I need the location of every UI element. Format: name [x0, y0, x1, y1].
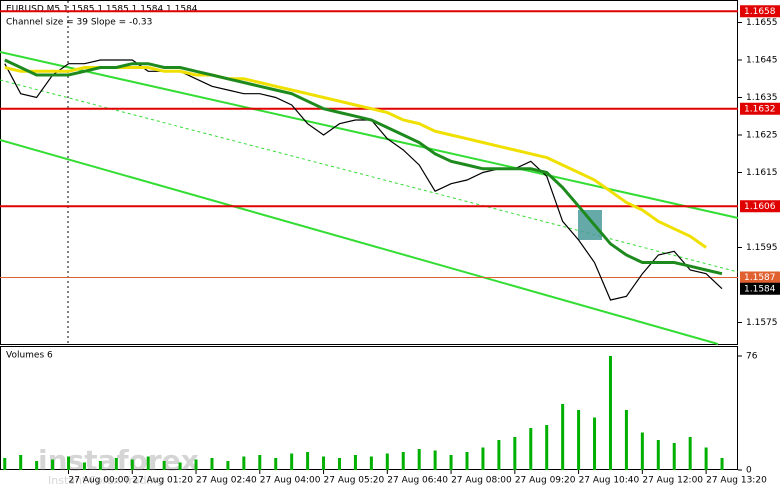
- volume-bar: [210, 458, 214, 470]
- level-label: 1.1606: [744, 202, 776, 212]
- volume-bar: [417, 449, 421, 470]
- watermark-brand: instaforex: [38, 444, 199, 477]
- x-tick-label: 27 Aug 02:40: [196, 476, 257, 486]
- volume-bar: [322, 456, 326, 470]
- volume-bar: [529, 428, 533, 470]
- moving-average: [4, 58, 723, 276]
- volume-bar: [130, 459, 134, 470]
- volume-bar: [98, 461, 102, 470]
- volume-bar: [178, 462, 182, 470]
- volume-bar: [561, 404, 565, 470]
- volume-bar: [290, 453, 294, 470]
- volume-bar: [226, 461, 230, 470]
- volume-bar: [162, 461, 166, 470]
- volume-bar: [513, 437, 517, 470]
- y-tick-label: 1.1635: [746, 93, 778, 103]
- level-label: 1.1587: [744, 273, 776, 283]
- level-label-box: [740, 282, 780, 295]
- volume-bar: [704, 447, 708, 470]
- y-tick-label: 1.1625: [746, 131, 778, 141]
- volume-bar: [35, 461, 39, 470]
- watermark: instaforex Instant Forex Trading: [38, 444, 199, 487]
- volume-bar: [401, 452, 405, 470]
- volume-bar: [385, 453, 389, 470]
- volume-bar: [274, 458, 278, 470]
- volume-bar: [720, 458, 724, 470]
- x-tick-label: 27 Aug 01:20: [132, 476, 193, 486]
- x-tick-label: 27 Aug 13:20: [706, 476, 767, 486]
- x-tick-label: 27 Aug 10:40: [579, 476, 640, 486]
- volume-title: Volumes 6: [6, 351, 53, 361]
- x-tick-label: 27 Aug 04:00: [260, 476, 321, 486]
- chart-title: EURUSD,M5 1.1585 1.1585 1.1584 1.1584: [6, 5, 198, 15]
- volume-bar: [19, 455, 23, 470]
- volume-bar: [608, 356, 612, 470]
- entry-marker: [578, 210, 602, 240]
- volume-bar: [545, 425, 549, 470]
- volume-bar: [258, 455, 262, 470]
- volume-bar: [242, 456, 246, 470]
- y-tick-label: 1.1575: [746, 318, 778, 328]
- volume-bar: [369, 456, 373, 470]
- y-tick-label: 76: [746, 352, 758, 362]
- channel-mid: [0, 79, 739, 273]
- volume-bar: [656, 440, 660, 470]
- volume-bar: [465, 452, 469, 470]
- volume-bar: [593, 417, 597, 470]
- level-label-box: [740, 102, 780, 115]
- volume-bar: [67, 456, 71, 470]
- volume-bar: [449, 455, 453, 470]
- y-tick-label: 1.1615: [746, 168, 778, 178]
- level-label: 1.1632: [744, 104, 776, 114]
- x-tick-label: 27 Aug 05:20: [324, 476, 385, 486]
- level-label-box: [740, 5, 780, 18]
- y-tick-label: 1.1655: [746, 18, 778, 28]
- x-tick-label: 27 Aug 09:20: [515, 476, 576, 486]
- level-label: 1.1584: [744, 284, 776, 294]
- volume-bar: [353, 455, 357, 470]
- volume-bar: [114, 458, 118, 470]
- volume-bar: [3, 458, 7, 470]
- channel-upper: [0, 51, 739, 219]
- level-label-box: [740, 271, 780, 284]
- volume-bar: [337, 458, 341, 470]
- volume-bar: [481, 447, 485, 470]
- volume-bar: [82, 462, 86, 470]
- volume-bar: [672, 443, 676, 470]
- y-tick-label: 1.1595: [746, 243, 778, 253]
- x-tick-label: 27 Aug 08:00: [451, 476, 512, 486]
- volume-bar: [624, 410, 628, 470]
- watermark-tagline: Instant Forex Trading: [48, 474, 164, 487]
- volume-bar: [577, 410, 581, 470]
- x-tick-label: 27 Aug 06:40: [387, 476, 448, 486]
- price-line: [4, 59, 723, 301]
- price-frame: [0, 0, 738, 345]
- volume-bar: [640, 432, 644, 470]
- volume-bar: [688, 437, 692, 470]
- level-label-box: [740, 200, 780, 213]
- volume-frame: [0, 346, 738, 470]
- volume-bar: [51, 459, 55, 470]
- volume-bar: [497, 440, 501, 470]
- volume-bar: [146, 456, 150, 470]
- y-tick-label: 0: [746, 466, 752, 476]
- x-tick-label: 27 Aug 00:00: [69, 476, 130, 486]
- y-tick-label: 1.1645: [746, 56, 778, 66]
- chart-subtitle: Channel size = 39 Slope = -0.33: [6, 18, 152, 28]
- volume-bar: [194, 459, 198, 470]
- x-tick-label: 27 Aug 12:00: [642, 476, 703, 486]
- channel-lower: [0, 139, 719, 345]
- volume-bar: [306, 452, 310, 470]
- level-label: 1.1658: [744, 7, 776, 17]
- volume-bar: [433, 450, 437, 470]
